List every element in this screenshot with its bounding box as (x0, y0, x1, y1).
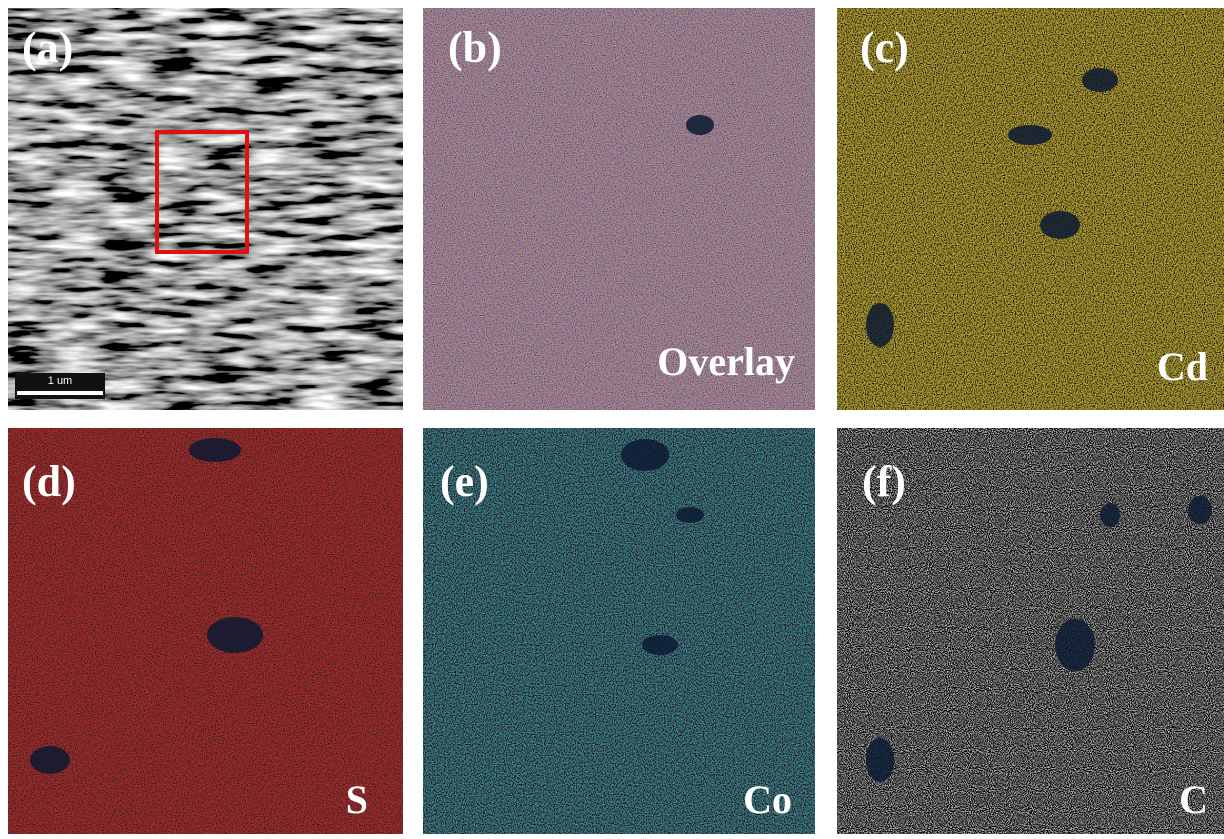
element-label: Cd (1157, 344, 1208, 389)
scale-bar (17, 391, 103, 395)
panel-label: (e) (440, 457, 489, 506)
element-label: C (1179, 777, 1208, 822)
panel-label: (c) (860, 23, 909, 72)
element-label: Co (743, 777, 792, 822)
figure: 1 um (a) (b) (c) (d) (e) (f) Overlay Cd … (0, 0, 1224, 834)
scale-bar-label: 1 um (48, 375, 72, 387)
element-label: S (346, 777, 368, 822)
panel-label: (d) (22, 457, 76, 506)
panel-label: (f) (862, 457, 906, 506)
panel-label: (b) (448, 23, 502, 72)
panel-label: (a) (22, 23, 73, 72)
element-label: Overlay (657, 339, 795, 384)
